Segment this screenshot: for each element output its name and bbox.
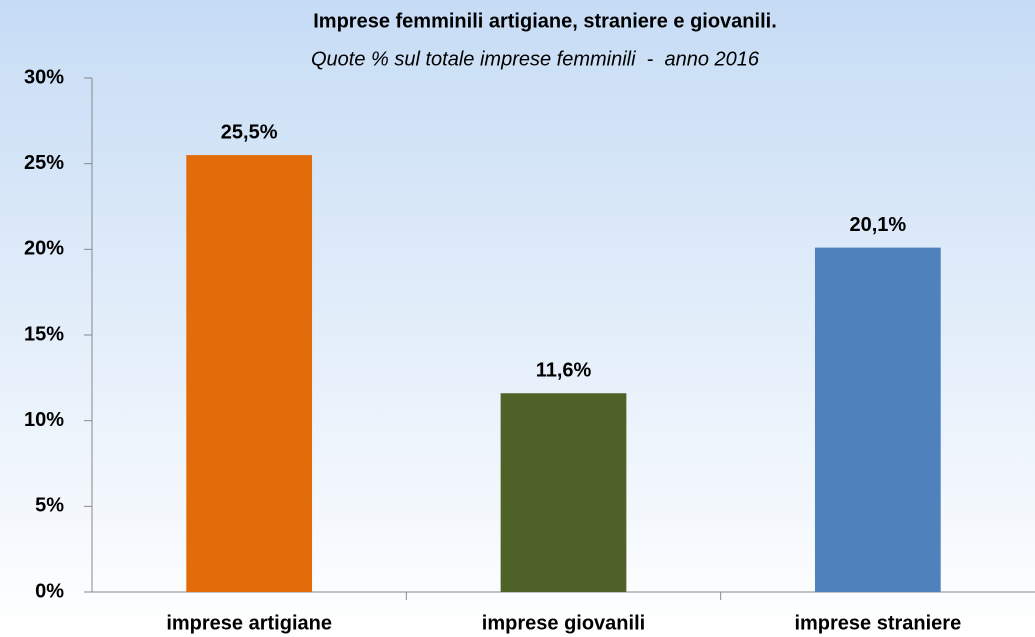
y-tick-label: 0%	[35, 580, 64, 602]
bar	[500, 393, 627, 592]
y-tick-label: 10%	[24, 409, 64, 431]
bar	[186, 155, 313, 592]
chart-title: Imprese femminili artigiane, straniere e…	[313, 10, 777, 32]
data-label: 20,1%	[849, 214, 906, 236]
y-tick-label: 25%	[24, 152, 64, 174]
data-label: 25,5%	[221, 121, 278, 143]
x-tick-label: imprese artigiane	[166, 612, 332, 634]
bar	[814, 247, 941, 592]
chart-subtitle: Quote % sul totale imprese femminili - a…	[311, 48, 760, 70]
y-tick-label: 5%	[35, 495, 64, 517]
x-tick-label: imprese giovanili	[482, 612, 645, 634]
x-tick-label: imprese straniere	[794, 612, 961, 634]
y-tick-label: 30%	[24, 66, 64, 88]
data-label: 11,6%	[536, 360, 592, 382]
y-tick-label: 20%	[24, 238, 64, 260]
y-tick-label: 15%	[24, 323, 64, 345]
